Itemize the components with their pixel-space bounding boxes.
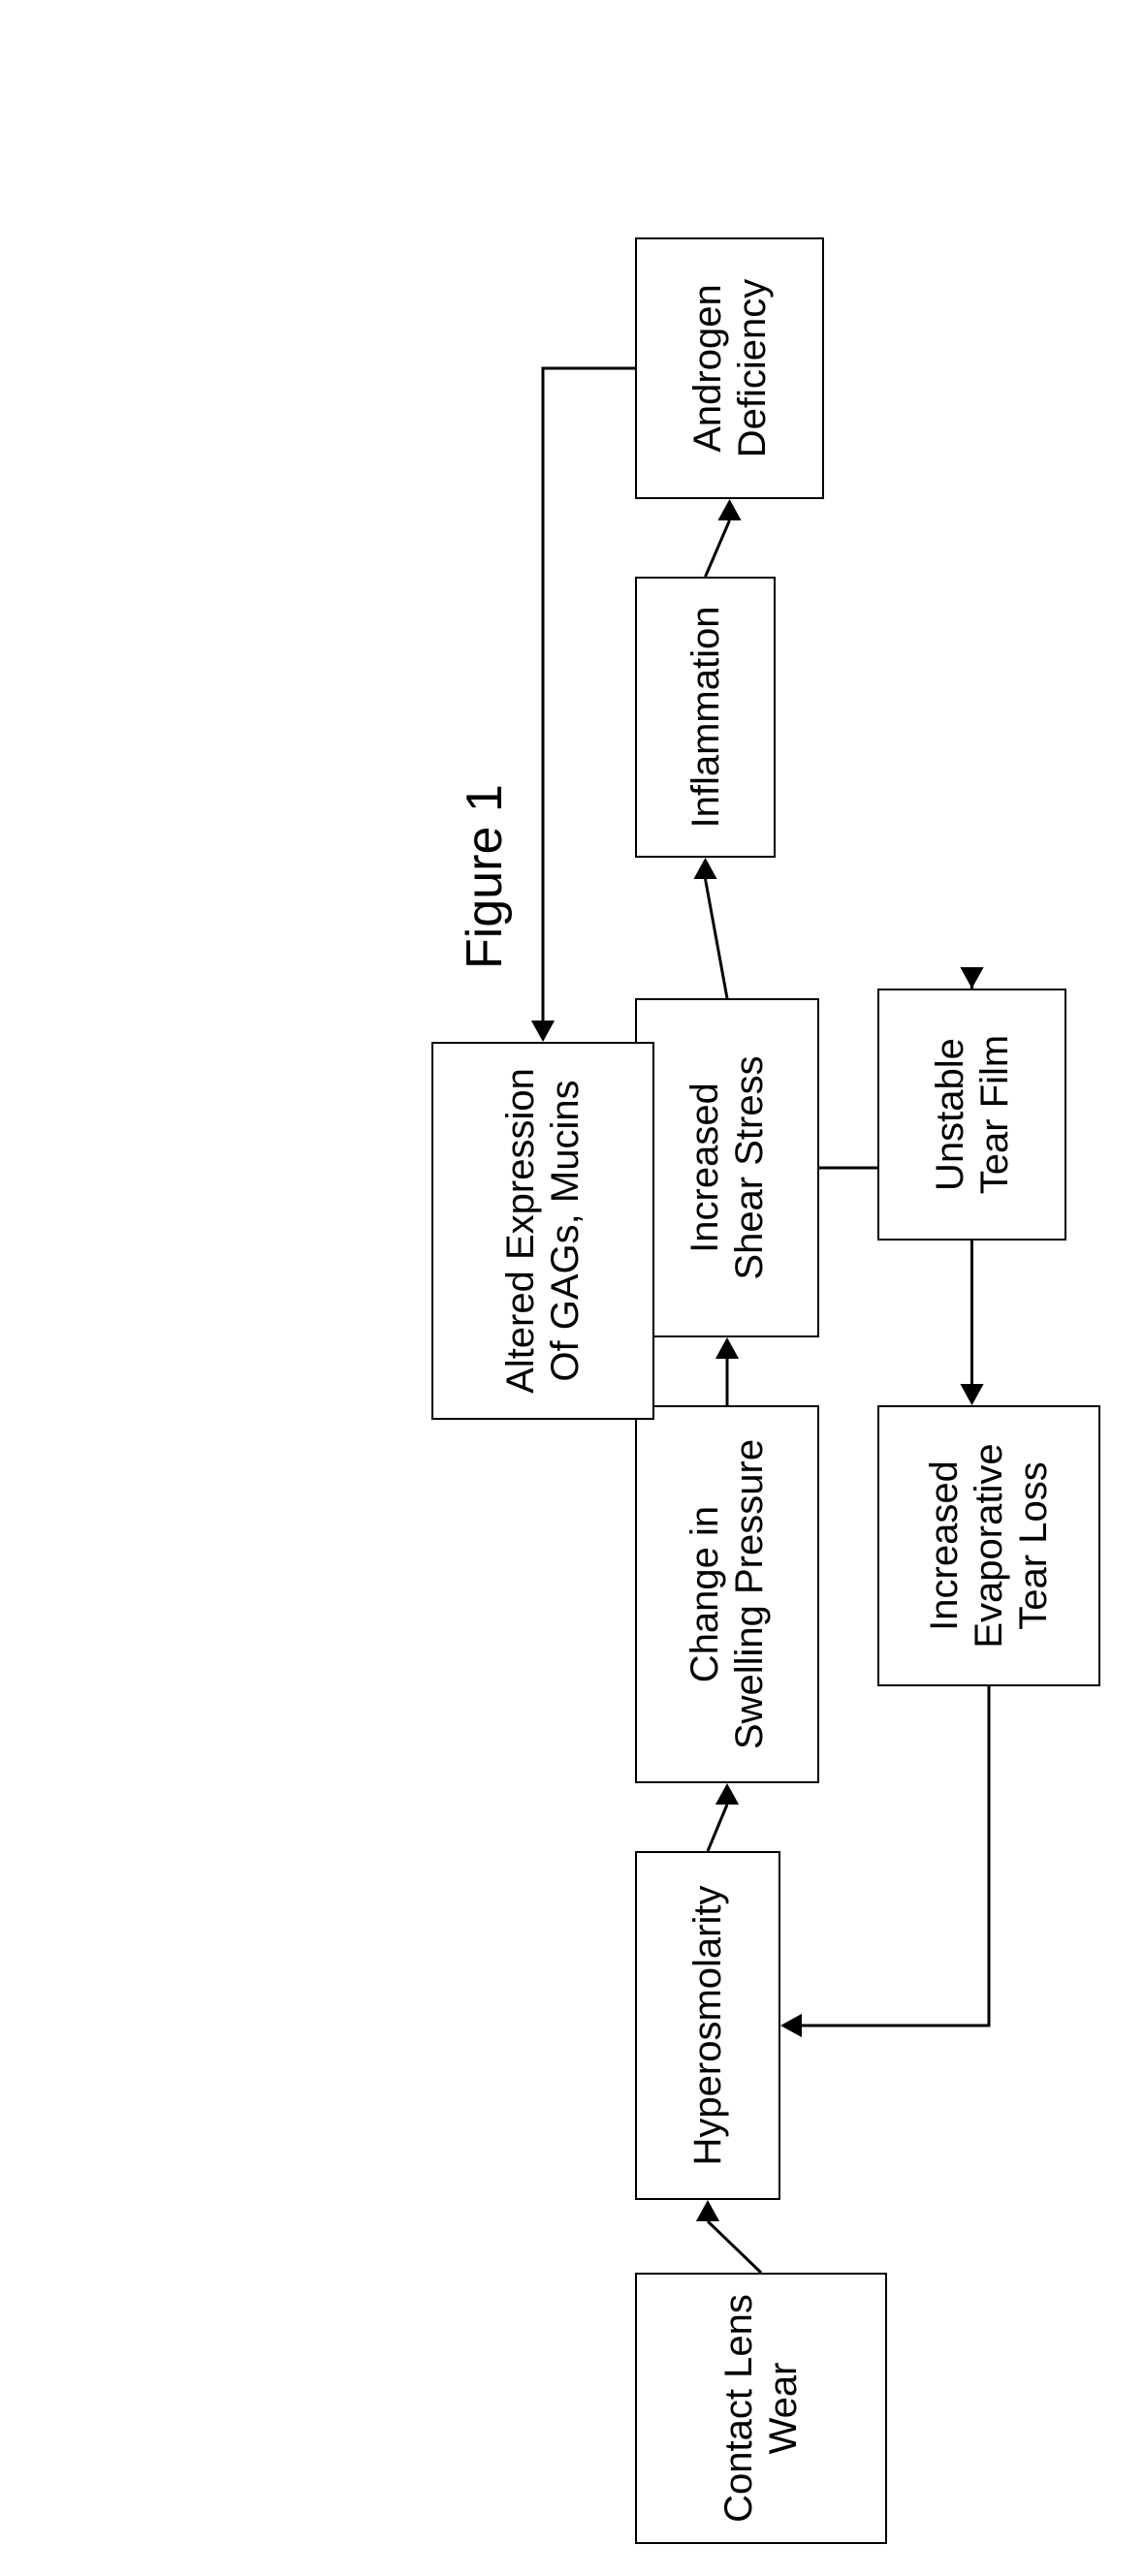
node-increased-evap-loss: Increased Evaporative Tear Loss	[877, 1405, 1100, 1686]
node-label-change-swelling: Change in Swelling Pressure	[683, 1439, 772, 1749]
node-inflammation: Inflammation	[635, 577, 776, 858]
node-increased-shear: Increased Shear Stress	[635, 998, 819, 1337]
figure-title: Figure 1	[456, 784, 514, 969]
node-label-increased-evap-loss: Increased Evaporative Tear Loss	[922, 1443, 1056, 1648]
node-label-inflammation: Inflammation	[683, 607, 728, 829]
node-androgen-deficiency: Androgen Deficiency	[635, 237, 824, 499]
node-label-androgen-deficiency: Androgen Deficiency	[685, 279, 775, 458]
node-altered-expression: Altered Expression Of GAGs, Mucins	[431, 1042, 654, 1420]
node-label-contact-lens-wear: Contact Lens Wear	[716, 2294, 806, 2523]
node-label-altered-expression: Altered Expression Of GAGs, Mucins	[498, 1068, 588, 1394]
node-change-swelling: Change in Swelling Pressure	[635, 1405, 819, 1783]
node-hyperosmolarity: Hyperosmolarity	[635, 1851, 780, 2200]
node-label-hyperosmolarity: Hyperosmolarity	[685, 1886, 730, 2166]
node-label-increased-shear: Increased Shear Stress	[683, 1055, 772, 1279]
node-unstable-tear-film: Unstable Tear Film	[877, 989, 1066, 1241]
diagram-canvas: Figure 1 Contact Lens Wear Hyperosmolarit…	[0, 0, 1144, 2576]
node-contact-lens-wear: Contact Lens Wear	[635, 2273, 887, 2544]
node-label-unstable-tear-film: Unstable Tear Film	[928, 1035, 1017, 1194]
